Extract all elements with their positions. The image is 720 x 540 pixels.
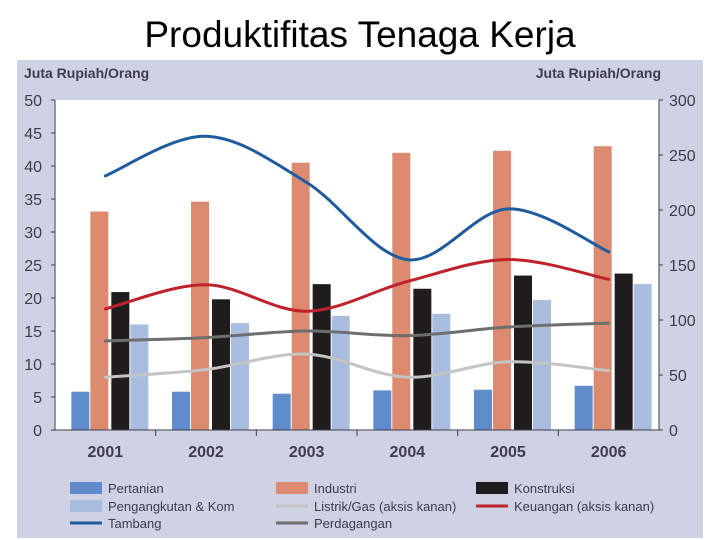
left-tick-label-40: 40 <box>24 159 42 176</box>
bar-konstruksi-2004 <box>413 288 432 430</box>
right-tick-label-100: 100 <box>669 313 696 330</box>
right-axis-label: Juta Rupiah/Orang <box>536 65 661 81</box>
bar-konstruksi-2001 <box>111 292 130 430</box>
bar-pertanian-2004 <box>373 390 392 430</box>
legend-swatch-industri <box>276 482 308 494</box>
bar-pengangkutan-2001 <box>130 324 149 430</box>
left-tick-label-0: 0 <box>33 423 42 440</box>
left-tick-label-50: 50 <box>24 93 42 110</box>
legend: Pertanian Industri Konstruksi Pengangkutan … <box>70 481 654 531</box>
left-axis-label: Juta Rupiah/Orang <box>24 65 149 81</box>
right-tick-label-150: 150 <box>669 258 696 275</box>
legend-label-konstruksi: Konstruksi <box>514 481 575 496</box>
left-tick-label-5: 5 <box>33 390 42 407</box>
bar-pengangkutan-2006 <box>633 284 652 430</box>
legend-swatch-konstruksi <box>476 482 508 494</box>
legend-label-perdagangan: Perdagangan <box>314 516 392 531</box>
line-tambang <box>103 134 611 262</box>
legend-label-pengangkutan-kom: Pengangkutan & Kom <box>108 499 234 514</box>
bar-konstruksi-2005 <box>514 275 532 430</box>
bar-industri-2002 <box>191 201 209 430</box>
x-tick-label-2002: 2002 <box>188 444 224 461</box>
bar-konstruksi-2002 <box>212 299 230 430</box>
x-tick-label-2001: 2001 <box>88 444 124 461</box>
right-tick-label-300: 300 <box>669 93 696 110</box>
right-tick-label-0: 0 <box>669 423 678 440</box>
bar-pertanian-2001 <box>71 391 90 430</box>
left-tick-label-20: 20 <box>24 291 42 308</box>
line-series-group <box>103 134 611 379</box>
left-tick-label-30: 30 <box>24 225 42 242</box>
legend-label-tambang: Tambang <box>108 516 161 531</box>
legend-swatch-pengangkutan-kom <box>70 500 102 512</box>
legend-label-industri: Industri <box>314 481 357 496</box>
bar-pertanian-2006 <box>574 385 593 430</box>
line-keuangan <box>103 257 611 313</box>
bar-pengangkutan-2005 <box>533 299 551 430</box>
bar-pengangkutan-2004 <box>432 313 451 430</box>
legend-label-listrik-gas-aksis-kanan: Listrik/Gas (aksis kanan) <box>314 499 456 514</box>
bar-industri-2005 <box>493 150 511 430</box>
bar-pertanian-2005 <box>474 389 492 430</box>
x-tick-label-2004: 2004 <box>390 444 426 461</box>
right-tick-label-250: 250 <box>669 148 696 165</box>
bar-pengangkutan-2002 <box>231 323 249 430</box>
left-tick-label-45: 45 <box>24 126 42 143</box>
bar-industri-2001 <box>90 211 109 430</box>
legend-label-keuangan-aksis-kanan: Keuangan (aksis kanan) <box>514 499 654 514</box>
bar-series-group <box>71 146 652 431</box>
right-tick-label-50: 50 <box>669 368 687 385</box>
line-perdagangan <box>103 321 611 343</box>
left-tick-label-10: 10 <box>24 357 42 374</box>
x-tick-label-2003: 2003 <box>289 444 325 461</box>
bar-industri-2004 <box>392 152 411 431</box>
x-tick-label-2006: 2006 <box>591 444 627 461</box>
bar-industri-2003 <box>291 162 310 430</box>
left-tick-label-15: 15 <box>24 324 42 341</box>
axes-group: 0 5 10 15 20 25 30 35 40 45 50 0 50 100 150 200 250 300 20… <box>24 93 696 461</box>
bar-pertanian-2003 <box>272 393 291 430</box>
slide-title: Produktifitas Tenaga Kerja <box>144 14 576 55</box>
bar-konstruksi-2006 <box>614 273 633 430</box>
left-tick-label-25: 25 <box>24 258 42 275</box>
right-tick-label-200: 200 <box>669 203 696 220</box>
bar-pertanian-2002 <box>172 391 190 430</box>
bar-pengangkutan-2003 <box>331 315 350 430</box>
legend-swatch-pertanian <box>70 482 102 494</box>
left-tick-label-35: 35 <box>24 192 42 209</box>
x-tick-label-2005: 2005 <box>490 444 526 461</box>
line-listrik <box>103 352 611 379</box>
legend-label-pertanian: Pertanian <box>108 481 164 496</box>
bar-industri-2006 <box>593 146 612 430</box>
